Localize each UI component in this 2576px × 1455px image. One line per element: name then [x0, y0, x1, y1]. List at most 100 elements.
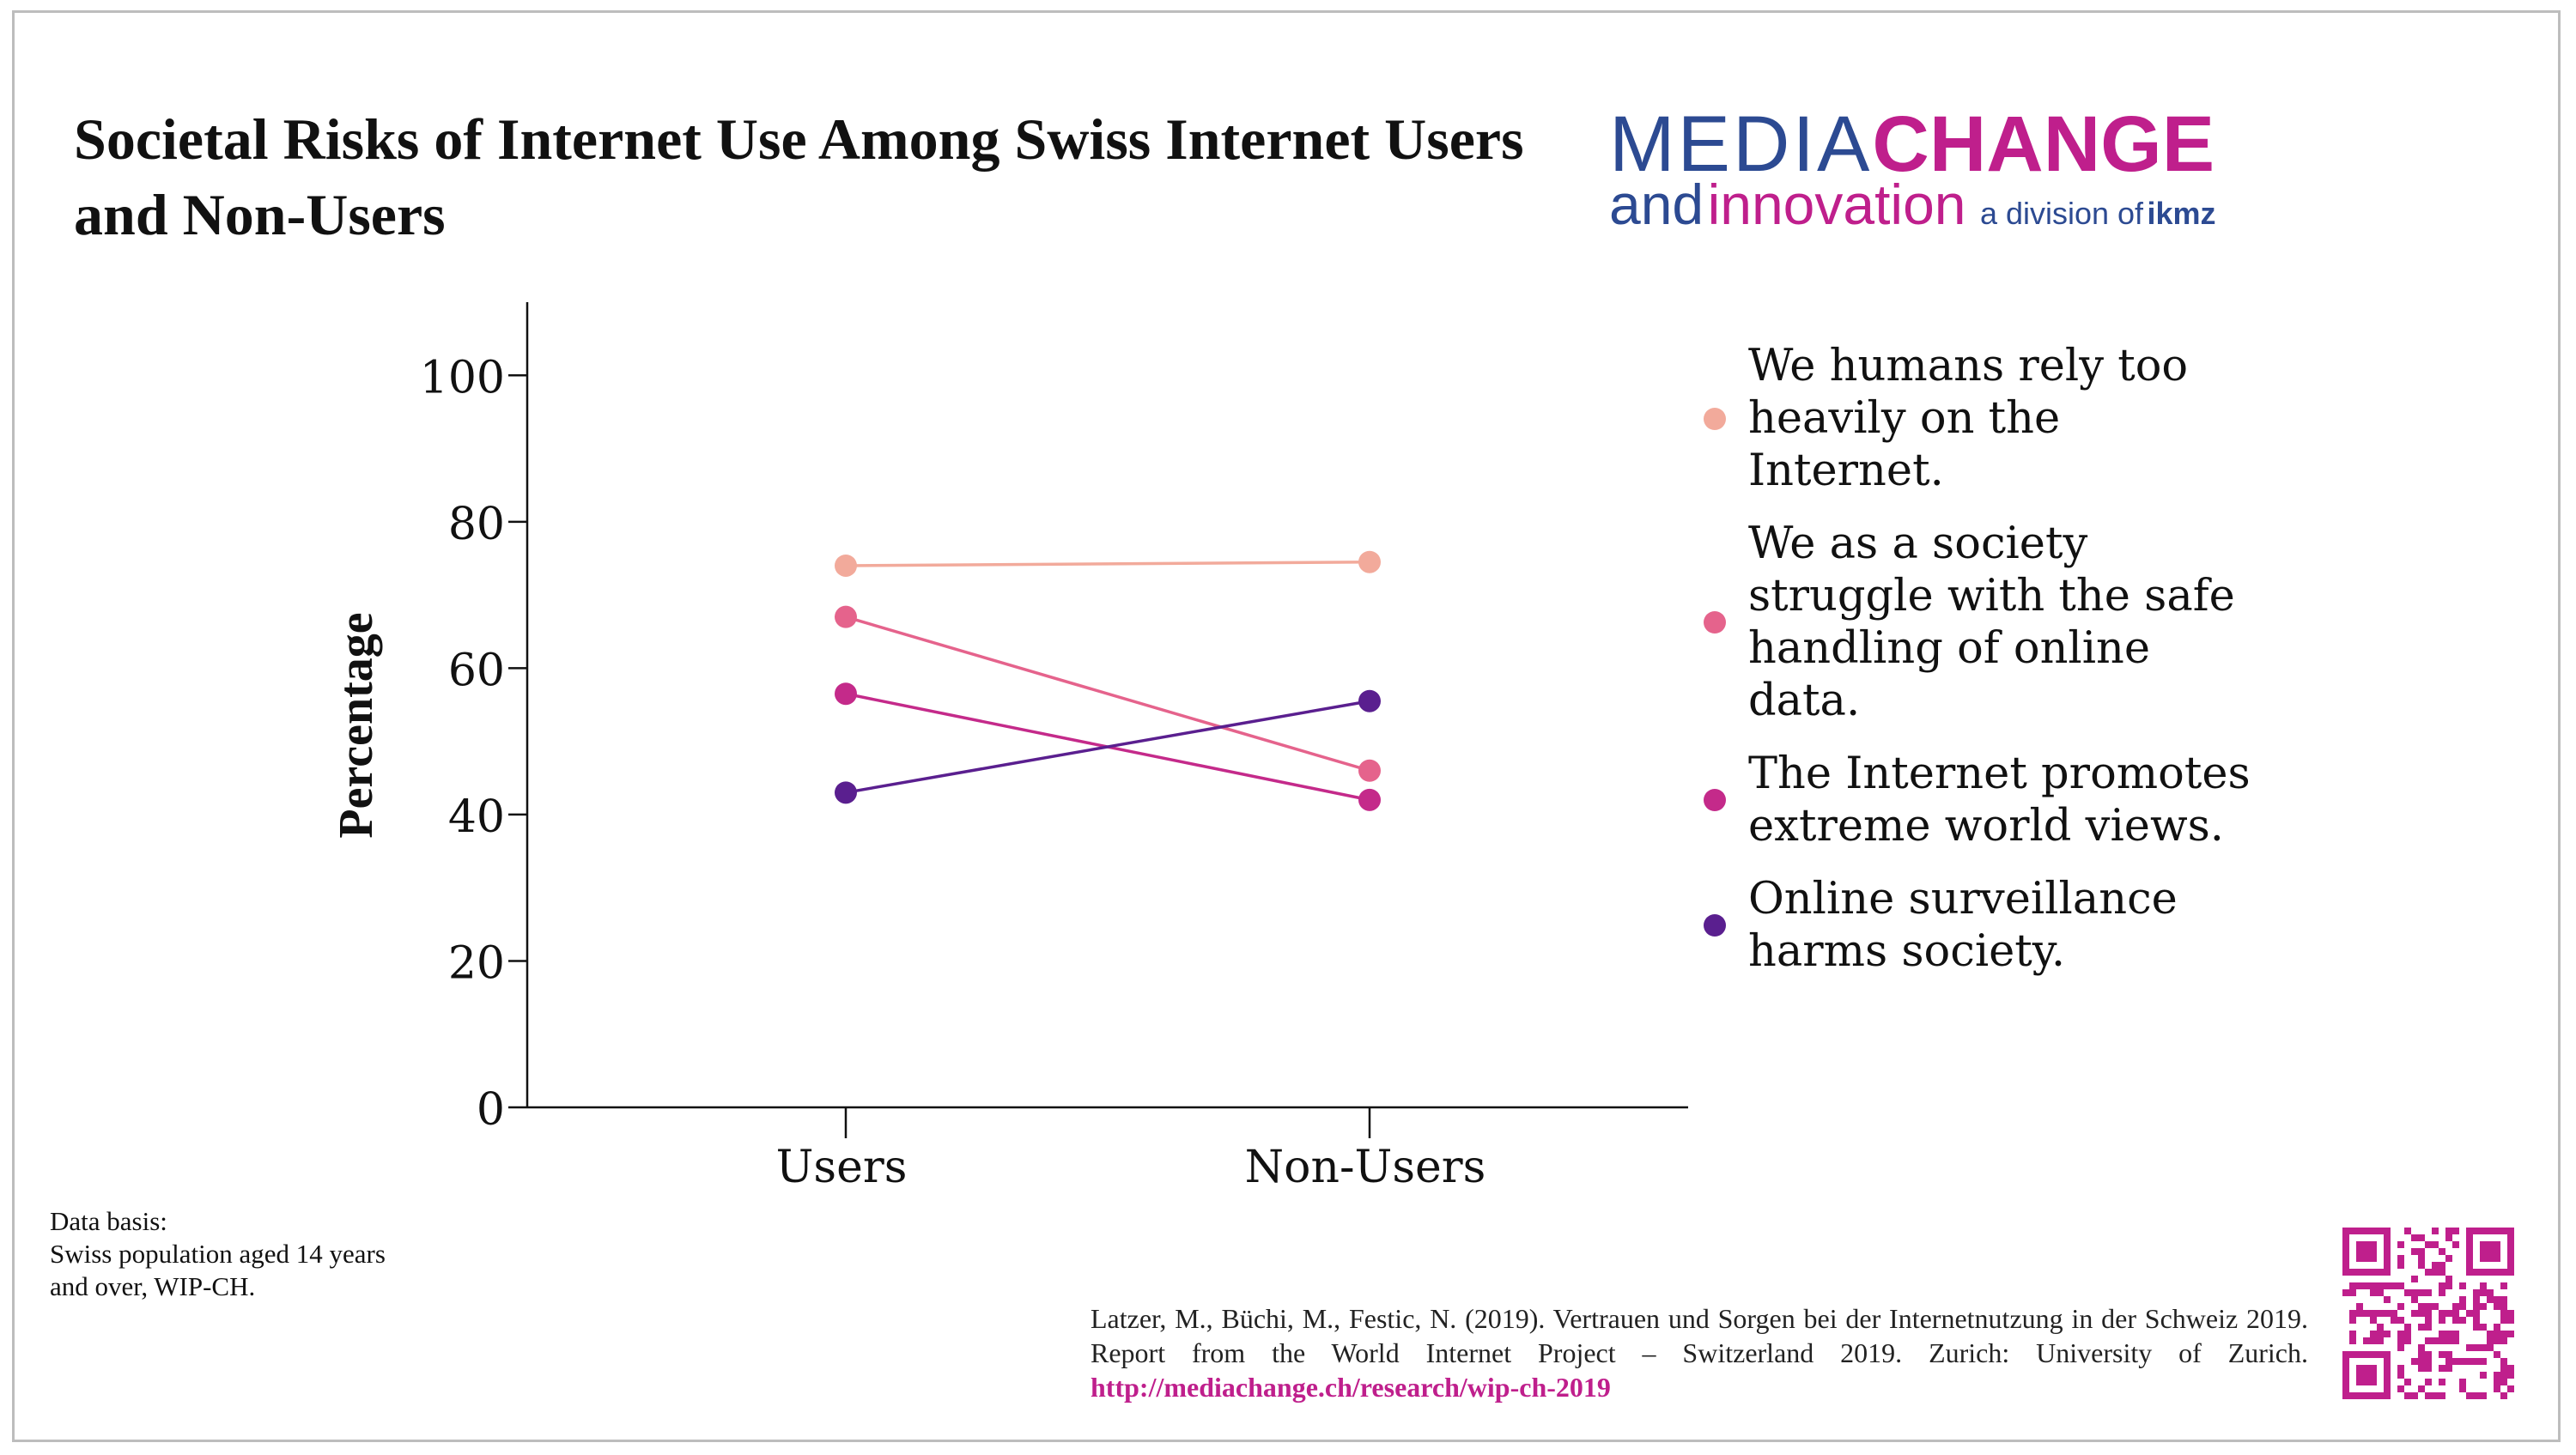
qr-module — [2445, 1282, 2452, 1289]
qr-module — [2425, 1324, 2432, 1331]
qr-module — [2466, 1344, 2473, 1351]
qr-module — [2356, 1282, 2363, 1289]
series-line — [845, 560, 1370, 567]
y-tick-label: 60 — [448, 645, 505, 696]
qr-module — [2425, 1317, 2432, 1324]
qr-module — [2487, 1289, 2494, 1296]
qr-module — [2432, 1269, 2439, 1276]
data-basis-text: Swiss population aged 14 years and over,… — [50, 1239, 386, 1301]
data-point — [835, 682, 857, 706]
qr-module — [2445, 1228, 2452, 1234]
legend-label-line: struggle with the safe — [1748, 571, 2235, 621]
qr-module — [2397, 1331, 2404, 1337]
qr-module — [2487, 1337, 2494, 1344]
mediachange-logo[interactable]: MEDIACHANGE and innovation a division of… — [1609, 105, 2262, 237]
qr-module — [2432, 1392, 2439, 1399]
x-tick-label: Non-Users — [1245, 1142, 1486, 1193]
qr-module — [2404, 1331, 2411, 1337]
qr-module — [2452, 1337, 2459, 1344]
qr-module — [2397, 1344, 2404, 1351]
legend-marker-icon — [1704, 611, 1726, 634]
qr-module — [2439, 1317, 2445, 1324]
qr-module — [2480, 1372, 2487, 1379]
qr-module — [2404, 1289, 2411, 1296]
qr-module — [2494, 1337, 2500, 1344]
qr-finder-part — [2384, 1228, 2391, 1276]
qr-module — [2418, 1234, 2425, 1241]
logo-change-text: CHANGE — [1872, 100, 2215, 188]
qr-module — [2404, 1337, 2411, 1344]
qr-module — [2397, 1282, 2404, 1289]
qr-module — [2473, 1289, 2480, 1296]
qr-module — [2500, 1372, 2507, 1379]
series-line — [845, 700, 1370, 795]
qr-module — [2418, 1255, 2425, 1262]
qr-module — [2494, 1331, 2500, 1337]
qr-module — [2459, 1358, 2466, 1365]
qr-module — [2432, 1228, 2439, 1234]
qr-module — [2425, 1289, 2432, 1296]
qr-module — [2473, 1324, 2480, 1331]
qr-module — [2349, 1310, 2356, 1317]
qr-module — [2445, 1276, 2452, 1282]
qr-module — [2425, 1358, 2432, 1365]
legend-label-line: Online surveillance — [1748, 874, 2178, 925]
qr-module — [2397, 1255, 2404, 1262]
legend-item: We as a society struggle with the safe han… — [1700, 518, 2301, 727]
logo-and-text: and — [1609, 173, 1704, 236]
qr-module — [2452, 1358, 2459, 1365]
qr-finder-part — [2356, 1365, 2377, 1385]
qr-module — [2452, 1241, 2459, 1248]
qr-finder-part — [2342, 1351, 2391, 1358]
qr-module — [2439, 1262, 2445, 1269]
qr-module — [2500, 1331, 2507, 1337]
qr-module — [2432, 1303, 2439, 1310]
logo-media-text: MEDIA — [1609, 100, 1873, 188]
chart-legend: We humans rely too heavily on the Internet… — [1700, 340, 2301, 998]
qr-module — [2384, 1331, 2391, 1337]
qr-module — [2507, 1365, 2514, 1372]
qr-finder-part — [2384, 1351, 2391, 1399]
qr-module — [2473, 1358, 2480, 1365]
qr-module — [2500, 1282, 2507, 1289]
data-point — [835, 605, 857, 628]
qr-module — [2459, 1303, 2466, 1310]
qr-module — [2377, 1324, 2384, 1331]
citation: Latzer, M., Büchi, M., Festic, N. (2019)… — [1091, 1301, 2308, 1404]
qr-module — [2425, 1365, 2432, 1372]
qr-finder-part — [2356, 1241, 2377, 1262]
qr-finder-part — [2342, 1351, 2349, 1399]
qr-module — [2432, 1262, 2439, 1269]
qr-module — [2377, 1310, 2384, 1317]
qr-module — [2391, 1317, 2397, 1324]
qr-module — [2418, 1310, 2425, 1317]
qr-module — [2370, 1337, 2377, 1344]
qr-module — [2356, 1303, 2363, 1310]
qr-module — [2439, 1289, 2445, 1296]
qr-module — [2397, 1303, 2404, 1310]
x-tick-label: Users — [776, 1142, 908, 1193]
qr-module — [2473, 1310, 2480, 1317]
y-tick-label: 0 — [477, 1084, 505, 1136]
legend-item: Online surveillance harms society. — [1700, 873, 2301, 978]
qr-module — [2439, 1351, 2445, 1358]
qr-module — [2507, 1310, 2514, 1317]
qr-module — [2466, 1358, 2473, 1365]
qr-module — [2473, 1317, 2480, 1324]
qr-module — [2425, 1392, 2432, 1399]
qr-module — [2466, 1310, 2473, 1317]
qr-module — [2500, 1379, 2507, 1385]
qr-module — [2384, 1296, 2391, 1303]
qr-module — [2349, 1289, 2356, 1296]
citation-link[interactable]: http://mediachange.ch/research/wip-ch-20… — [1091, 1372, 1611, 1403]
qr-module — [2425, 1241, 2432, 1248]
qr-module — [2418, 1324, 2425, 1331]
logo-line-2: and innovation a division of ikmz — [1609, 176, 2216, 248]
qr-module — [2363, 1337, 2370, 1344]
qr-module — [2445, 1351, 2452, 1358]
legend-item: We humans rely too heavily on the Internet… — [1700, 340, 2301, 497]
qr-module — [2439, 1365, 2445, 1372]
qr-module — [2425, 1269, 2432, 1276]
qr-code-icon[interactable] — [2342, 1228, 2514, 1399]
